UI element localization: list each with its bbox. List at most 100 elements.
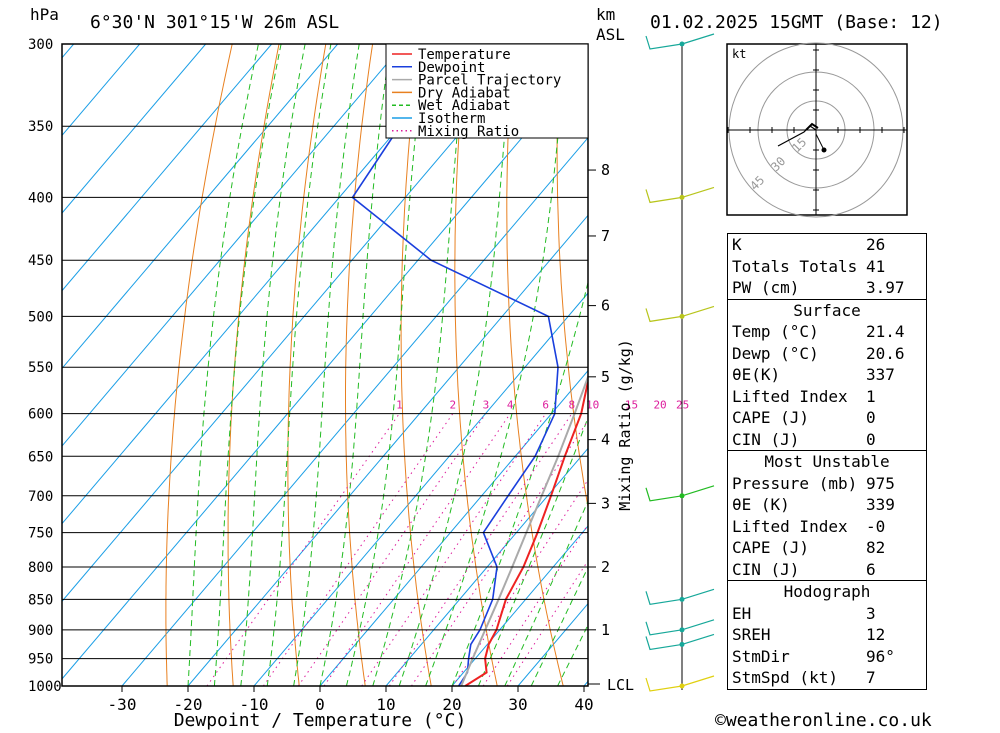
wet-adiabat-line xyxy=(425,44,567,686)
pressure-tick-label: 600 xyxy=(28,407,53,423)
index-value: 41 xyxy=(866,256,886,276)
mixing-ratio-label: 6 xyxy=(542,399,549,412)
km-unit-label: km xyxy=(596,5,615,24)
wind-barb xyxy=(645,189,683,204)
mixing-ratio-label: 1 xyxy=(396,399,403,412)
index-value: 975 xyxy=(866,473,895,493)
index-value: 7 xyxy=(866,668,876,687)
km-tick-label: 4 xyxy=(601,431,610,449)
mixing-ratio-label: 2 xyxy=(450,399,457,412)
wet-adiabat-line xyxy=(240,44,306,686)
index-row: EH 3 xyxy=(728,603,926,625)
x-tick-label: 20 xyxy=(442,695,461,714)
index-row: Lifted Index 1 xyxy=(728,386,926,408)
index-row: CAPE (J) 0 xyxy=(728,407,926,429)
location-title: 6°30'N 301°15'W 26m ASL xyxy=(90,12,339,33)
most-unstable-indices: Most Unstable Pressure (mb) 975 θE (K) 339 L… xyxy=(727,450,927,581)
indices-table: K 26 Totals Totals 41 PW (cm) 3.97 Surface Te… xyxy=(727,233,927,690)
index-label: CAPE (J) xyxy=(732,408,810,427)
mixing-ratio-line xyxy=(262,413,454,686)
pressure-tick-label: 550 xyxy=(28,360,53,376)
hodograph-title: Hodograph xyxy=(783,582,871,601)
storm-motion-marker xyxy=(821,147,827,153)
credit-link[interactable]: ©weatheronline.co.uk xyxy=(715,710,932,731)
x-tick-label: 0 xyxy=(315,695,325,714)
wind-barb-flag xyxy=(681,619,715,631)
index-value: 0 xyxy=(866,408,876,427)
dry-adiabat-line xyxy=(227,44,280,686)
isotherm-line xyxy=(62,59,588,680)
isotherm-line xyxy=(62,44,141,137)
index-label: CIN (J) xyxy=(732,429,800,449)
index-row: StmSpd (kt) 7 xyxy=(728,667,926,689)
pressure-tick-label: 900 xyxy=(28,623,53,639)
index-label: SREH xyxy=(732,625,771,644)
index-row: CIN (J) 0 xyxy=(728,429,926,451)
isotherm-line xyxy=(187,214,588,686)
isotherm-line xyxy=(62,44,273,292)
pressure-tick-label: 700 xyxy=(28,489,53,505)
wet-adiabat-line xyxy=(213,44,282,686)
wind-barb-flag xyxy=(681,675,715,687)
forecast-datetime: 01.02.2025 15GMT (Base: 12) xyxy=(650,12,943,33)
legend-box xyxy=(385,43,589,139)
isotherm-line xyxy=(62,44,339,370)
index-value: 20.6 xyxy=(866,343,905,363)
index-row: Totals Totals 41 xyxy=(728,256,926,278)
index-label: Lifted Index xyxy=(732,516,848,536)
wet-adiabat-line xyxy=(319,44,391,686)
index-value: 21.4 xyxy=(866,322,905,341)
mixing-ratio-line xyxy=(506,559,588,686)
km-tick-label: 5 xyxy=(601,368,610,386)
index-row: PW (cm) 3.97 xyxy=(728,277,926,299)
index-row: θE(K) 337 xyxy=(728,364,926,386)
pressure-tick-label: 300 xyxy=(28,37,53,53)
wind-barb-flag xyxy=(681,305,715,317)
x-tick-label: -30 xyxy=(108,695,137,714)
wind-barb-flag xyxy=(681,633,715,646)
pressure-tick-label: 450 xyxy=(28,253,53,269)
index-label: EH xyxy=(732,603,752,623)
isotherm-line xyxy=(62,44,471,525)
mixing-ratio-label: 10 xyxy=(586,399,599,412)
dry-adiabat-line xyxy=(934,44,1000,686)
hodograph-indices: Hodograph EH 3 SREH 12 StmDir 96° StmSpd (kt) 7 xyxy=(727,580,927,690)
isotherm-line xyxy=(451,525,588,686)
index-value: 6 xyxy=(866,559,876,579)
pressure-tick-label: 350 xyxy=(28,119,53,135)
wet-adiabat-line xyxy=(187,44,259,686)
mixing-ratio-line xyxy=(388,413,573,686)
pressure-tick-label: 500 xyxy=(28,309,53,325)
legend-label: Dewpoint xyxy=(418,60,485,76)
lcl-label: LCL xyxy=(607,676,634,694)
index-label: Dewp (°C) xyxy=(732,343,819,363)
index-value: 339 xyxy=(866,495,895,514)
isotherm-line xyxy=(62,44,207,214)
dry-adiabat-line xyxy=(981,44,1000,686)
km-tick-label: 6 xyxy=(601,297,610,315)
index-label: Pressure (mb) xyxy=(732,473,858,493)
index-label: StmDir xyxy=(732,646,790,666)
pressure-tick-label: 950 xyxy=(28,652,53,668)
wind-barb xyxy=(645,591,683,606)
index-label: Totals Totals xyxy=(732,256,858,276)
dry-adiabat-line xyxy=(165,44,233,686)
mixing-ratio-label: 3 xyxy=(483,399,490,412)
wind-barb xyxy=(645,308,683,323)
wet-adiabat-line xyxy=(530,566,588,686)
index-label: CAPE (J) xyxy=(732,538,810,557)
x-tick-label: 40 xyxy=(574,695,593,714)
wet-adiabat-line xyxy=(345,44,427,686)
index-value: 3.97 xyxy=(866,278,905,297)
index-row: CAPE (J) 82 xyxy=(728,537,926,559)
km-tick-label: 3 xyxy=(601,494,610,512)
mixing-ratio-line xyxy=(297,413,487,686)
index-value: 0 xyxy=(866,429,876,449)
wet-adiabat-line xyxy=(293,44,360,686)
pressure-tick-label: 850 xyxy=(28,592,53,608)
index-label: CIN (J) xyxy=(732,559,800,579)
index-row: Pressure (mb) 975 xyxy=(728,473,926,495)
isotherm-line xyxy=(121,136,588,686)
index-row: Dewp (°C) 20.6 xyxy=(728,343,926,365)
